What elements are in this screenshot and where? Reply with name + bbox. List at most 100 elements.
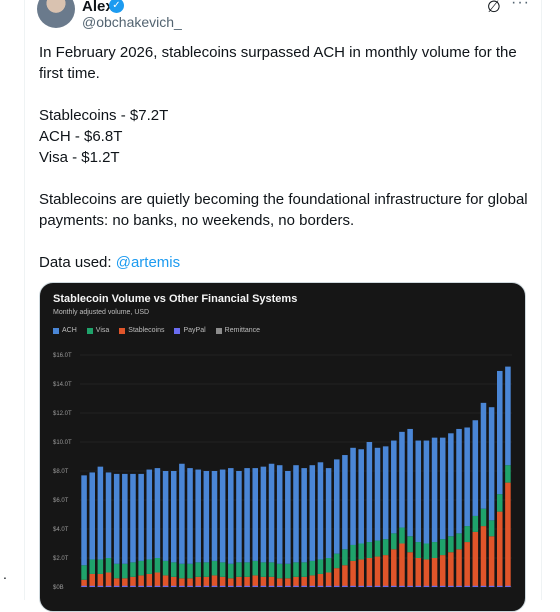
grok-icon[interactable]: ∅ <box>487 0 501 16</box>
bar-ach <box>179 463 185 564</box>
bar-stablecoins <box>439 555 446 587</box>
legend-item: ACH <box>53 327 77 334</box>
bar-stablecoins <box>179 578 185 587</box>
bar-visa <box>162 560 169 576</box>
tweet-line: In February 2026, stablecoins surpassed … <box>39 44 517 82</box>
more-options-icon[interactable]: ··· <box>511 0 530 11</box>
bar-paypal <box>113 585 120 587</box>
data-used-line: Data used: @artemis <box>39 252 529 273</box>
bar-visa <box>276 563 283 579</box>
tweet-line: Stablecoins are quietly becoming the fou… <box>39 191 528 229</box>
bar-ach <box>138 473 144 561</box>
bar-paypal <box>350 585 356 587</box>
bar-visa <box>203 562 210 577</box>
bar-visa <box>105 558 112 573</box>
bar-paypal <box>122 585 128 587</box>
bar-ach <box>497 370 503 495</box>
bar-paypal <box>439 585 446 587</box>
y-tick-label: $4.0T <box>53 527 69 533</box>
bar-visa <box>488 520 495 537</box>
mention-link[interactable]: @artemis <box>115 254 181 271</box>
bar-paypal <box>309 585 316 587</box>
bar-visa <box>407 536 413 553</box>
bar-stablecoins <box>382 555 389 587</box>
legend-label: PayPal <box>183 327 206 334</box>
bar-ach <box>154 468 161 558</box>
bar-paypal <box>236 585 242 587</box>
bar-visa <box>138 560 144 576</box>
bar-ach <box>130 473 136 563</box>
bar-paypal <box>211 585 218 587</box>
bar-stablecoins <box>301 576 307 587</box>
chart-image[interactable]: Stablecoin Volume vs Other Financial Sys… <box>39 282 526 612</box>
bar-ach <box>301 468 307 563</box>
bar-ach <box>317 462 324 560</box>
bar-stablecoins <box>488 536 495 587</box>
bar-paypal <box>285 585 291 587</box>
bar-visa <box>97 559 104 574</box>
y-tick-label: $0B <box>53 585 64 591</box>
bar-paypal <box>497 585 503 587</box>
timeline-divider-left <box>24 0 25 600</box>
bar-stablecoins <box>350 560 356 587</box>
bar-stablecoins <box>505 482 511 587</box>
chart-subtitle: Monthly adjusted volume, USD <box>53 309 150 316</box>
avatar[interactable] <box>37 0 75 28</box>
bar-paypal <box>130 585 136 587</box>
bar-stablecoins <box>293 576 299 587</box>
bar-stablecoins <box>81 579 87 587</box>
bar-paypal <box>325 585 332 587</box>
bar-stablecoins <box>415 558 422 587</box>
bar-ach <box>472 420 479 516</box>
bar-paypal <box>154 585 161 587</box>
bar-ach <box>122 473 128 564</box>
bar-visa <box>89 559 95 574</box>
bar-stablecoins <box>309 575 316 587</box>
bar-paypal <box>488 585 495 587</box>
bar-stablecoins <box>195 576 201 587</box>
bar-stablecoins <box>317 573 324 587</box>
bar-paypal <box>415 585 422 587</box>
bar-visa <box>146 559 153 574</box>
bar-paypal <box>399 585 405 587</box>
bar-stablecoins <box>244 576 250 587</box>
legend-item: Visa <box>86 327 110 334</box>
author-name[interactable]: Alex <box>82 0 114 15</box>
author-handle[interactable]: @obchakevich_ <box>82 14 182 30</box>
bar-visa <box>366 542 373 558</box>
bar-visa <box>342 549 348 566</box>
y-tick-label: $14.0T <box>53 382 72 388</box>
bar-ach <box>431 437 438 543</box>
bar-paypal <box>317 585 324 587</box>
bar-visa <box>285 563 291 579</box>
bar-ach <box>236 471 242 563</box>
bar-ach <box>374 447 381 541</box>
bar-visa <box>374 540 381 557</box>
bar-visa <box>211 560 218 576</box>
bar-ach <box>105 472 112 558</box>
bar-paypal <box>97 585 104 587</box>
legend-swatch <box>53 327 59 334</box>
timeline-divider-right <box>541 0 542 600</box>
bar-stablecoins <box>480 526 487 587</box>
bar-stablecoins <box>138 575 144 587</box>
bar-stablecoins <box>260 576 267 587</box>
bar-stablecoins <box>464 542 470 587</box>
bar-ach <box>464 427 470 527</box>
chart-legend: ACH Visa Stablecoins PayPal Remittance <box>53 327 260 334</box>
bar-paypal <box>219 585 226 587</box>
bar-visa <box>179 563 185 579</box>
y-tick-label: $10.0T <box>53 440 72 446</box>
bar-stablecoins <box>325 572 332 587</box>
bar-visa <box>464 526 470 543</box>
bar-ach <box>146 469 153 560</box>
bar-ach <box>488 407 495 521</box>
bar-ach <box>97 466 104 560</box>
legend-label: Visa <box>95 327 110 334</box>
bar-stablecoins <box>342 565 348 587</box>
bar-stablecoins <box>268 576 275 587</box>
verified-badge-icon: ✓ <box>109 0 124 13</box>
tweet-line: ACH - $6.8T <box>39 128 123 145</box>
bar-visa <box>480 508 487 527</box>
bar-visa <box>252 560 259 576</box>
